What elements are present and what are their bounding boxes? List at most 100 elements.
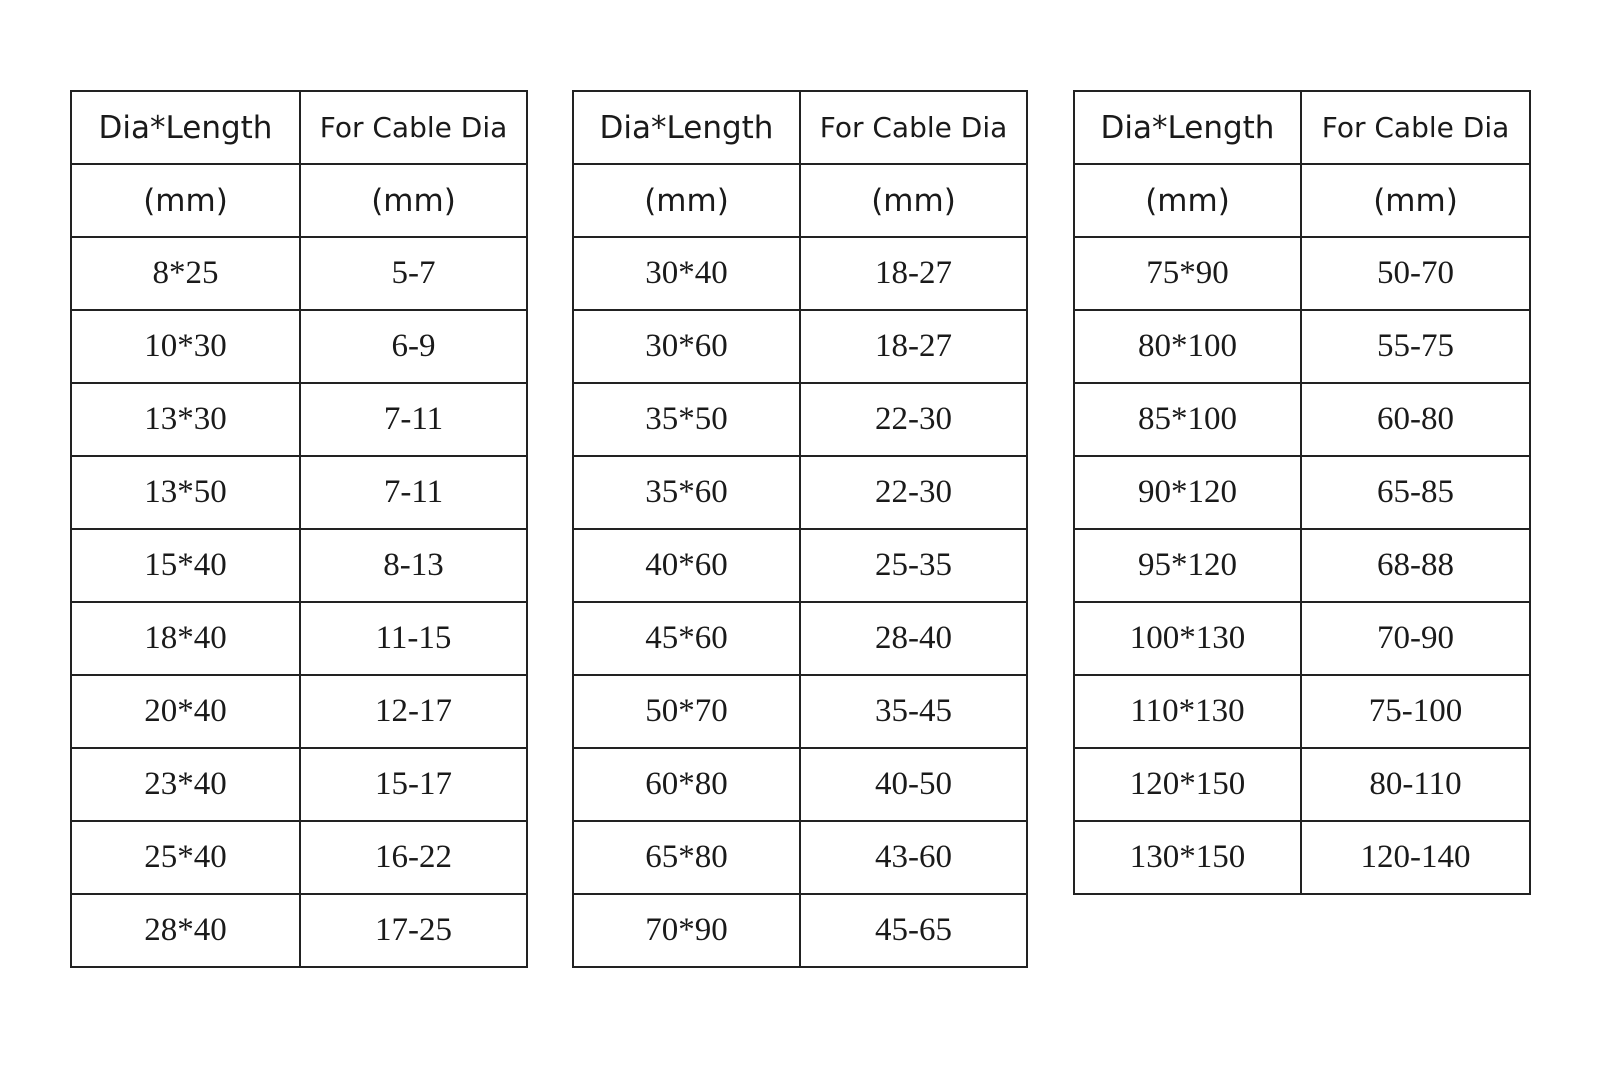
data-row: 25*40 16-22	[70, 820, 528, 895]
data-cell: 40-50	[799, 747, 1028, 822]
data-cell: 20*40	[70, 674, 301, 749]
data-cell: 65*80	[572, 820, 801, 895]
data-cell: 45-65	[799, 893, 1028, 968]
data-cell: 80*100	[1073, 309, 1302, 384]
data-cell: 45*60	[572, 601, 801, 676]
data-cell: 30*60	[572, 309, 801, 384]
data-row: 50*70 35-45	[572, 674, 1028, 749]
data-row: 8*25 5-7	[70, 236, 528, 311]
data-row: 35*60 22-30	[572, 455, 1028, 530]
data-cell: 50*70	[572, 674, 801, 749]
data-cell: 25*40	[70, 820, 301, 895]
data-cell: 6-9	[299, 309, 528, 384]
header-row: Dia*Length For Cable Dia	[1073, 90, 1531, 165]
data-cell: 60-80	[1300, 382, 1531, 457]
data-row: 30*40 18-27	[572, 236, 1028, 311]
table-body: Dia*Length For Cable Dia (mm) (mm) 30*40 18-2…	[572, 90, 1028, 968]
data-row: 40*60 25-35	[572, 528, 1028, 603]
data-cell: 17-25	[299, 893, 528, 968]
data-cell: 22-30	[799, 382, 1028, 457]
data-row: 28*40 17-25	[70, 893, 528, 968]
header-cell: (mm)	[299, 163, 528, 238]
data-cell: 50-70	[1300, 236, 1531, 311]
data-cell: 100*130	[1073, 601, 1302, 676]
header-row: Dia*Length For Cable Dia	[572, 90, 1028, 165]
header-cell: (mm)	[799, 163, 1028, 238]
data-row: 13*50 7-11	[70, 455, 528, 530]
data-cell: 5-7	[299, 236, 528, 311]
data-row: 95*120 68-88	[1073, 528, 1531, 603]
header-cell: (mm)	[572, 163, 801, 238]
header-cell: Dia*Length	[572, 90, 801, 165]
data-row: 35*50 22-30	[572, 382, 1028, 457]
data-cell: 120*150	[1073, 747, 1302, 822]
header-cell: For Cable Dia	[1300, 90, 1531, 165]
data-cell: 15-17	[299, 747, 528, 822]
data-row: 90*120 65-85	[1073, 455, 1531, 530]
spec-table: Dia*Length For Cable Dia (mm) (mm) 30*40 18-2…	[572, 90, 1028, 968]
data-cell: 95*120	[1073, 528, 1302, 603]
data-cell: 18-27	[799, 236, 1028, 311]
header-row: (mm) (mm)	[70, 163, 528, 238]
data-cell: 12-17	[299, 674, 528, 749]
data-cell: 80-110	[1300, 747, 1531, 822]
data-row: 120*150 80-110	[1073, 747, 1531, 822]
data-cell: 90*120	[1073, 455, 1302, 530]
data-row: 80*100 55-75	[1073, 309, 1531, 384]
header-row: Dia*Length For Cable Dia	[70, 90, 528, 165]
data-row: 13*30 7-11	[70, 382, 528, 457]
data-cell: 75*90	[1073, 236, 1302, 311]
data-cell: 68-88	[1300, 528, 1531, 603]
data-cell: 110*130	[1073, 674, 1302, 749]
data-row: 60*80 40-50	[572, 747, 1028, 822]
data-row: 65*80 43-60	[572, 820, 1028, 895]
data-cell: 23*40	[70, 747, 301, 822]
data-cell: 7-11	[299, 382, 528, 457]
data-row: 18*40 11-15	[70, 601, 528, 676]
header-cell: For Cable Dia	[299, 90, 528, 165]
data-cell: 35*60	[572, 455, 801, 530]
data-cell: 35-45	[799, 674, 1028, 749]
data-cell: 120-140	[1300, 820, 1531, 895]
data-row: 45*60 28-40	[572, 601, 1028, 676]
data-cell: 70-90	[1300, 601, 1531, 676]
data-cell: 8-13	[299, 528, 528, 603]
header-cell: For Cable Dia	[799, 90, 1028, 165]
data-row: 15*40 8-13	[70, 528, 528, 603]
header-cell: (mm)	[70, 163, 301, 238]
header-cell: (mm)	[1073, 163, 1302, 238]
data-row: 75*90 50-70	[1073, 236, 1531, 311]
header-cell: Dia*Length	[1073, 90, 1302, 165]
data-row: 110*130 75-100	[1073, 674, 1531, 749]
data-row: 30*60 18-27	[572, 309, 1028, 384]
data-cell: 35*50	[572, 382, 801, 457]
data-cell: 55-75	[1300, 309, 1531, 384]
data-cell: 28*40	[70, 893, 301, 968]
data-row: 23*40 15-17	[70, 747, 528, 822]
data-cell: 40*60	[572, 528, 801, 603]
data-cell: 11-15	[299, 601, 528, 676]
data-cell: 65-85	[1300, 455, 1531, 530]
data-cell: 130*150	[1073, 820, 1302, 895]
data-cell: 75-100	[1300, 674, 1531, 749]
data-cell: 8*25	[70, 236, 301, 311]
data-cell: 18*40	[70, 601, 301, 676]
header-row: (mm) (mm)	[572, 163, 1028, 238]
header-cell: Dia*Length	[70, 90, 301, 165]
data-row: 130*150 120-140	[1073, 820, 1531, 895]
data-cell: 13*50	[70, 455, 301, 530]
spec-table: Dia*Length For Cable Dia (mm) (mm) 75*90 50-7…	[1073, 90, 1531, 895]
data-cell: 10*30	[70, 309, 301, 384]
data-cell: 43-60	[799, 820, 1028, 895]
data-row: 100*130 70-90	[1073, 601, 1531, 676]
data-row: 10*30 6-9	[70, 309, 528, 384]
table-body: Dia*Length For Cable Dia (mm) (mm) 8*25 5-7 10…	[70, 90, 528, 968]
data-cell: 70*90	[572, 893, 801, 968]
data-cell: 16-22	[299, 820, 528, 895]
data-cell: 13*30	[70, 382, 301, 457]
table-body: Dia*Length For Cable Dia (mm) (mm) 75*90 50-7…	[1073, 90, 1531, 895]
spec-table: Dia*Length For Cable Dia (mm) (mm) 8*25 5-7 10…	[70, 90, 528, 968]
header-row: (mm) (mm)	[1073, 163, 1531, 238]
data-cell: 85*100	[1073, 382, 1302, 457]
